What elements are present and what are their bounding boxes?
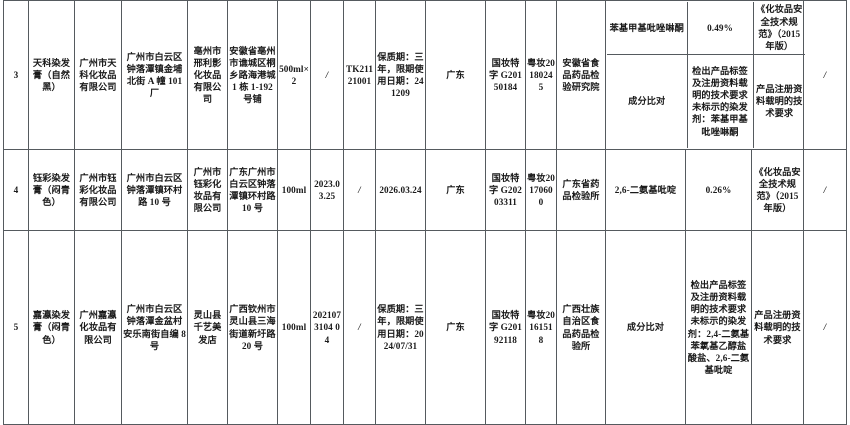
inspection-agency: 广东省药品检验所 xyxy=(556,149,606,231)
nonconforming-item: 成分比对 xyxy=(605,230,686,425)
standard-value: 产品注册资料载明的技术要求 xyxy=(751,230,804,425)
labeled-producer-address: 广州市白云区钟落潭金盆村安乐南街自编 8 号 xyxy=(121,230,188,425)
province: 广东 xyxy=(425,230,486,425)
production-date: 2023.03.25 xyxy=(310,149,344,231)
product-name: 嘉瀛染发膏（闷青色） xyxy=(28,230,75,425)
product-name: 钰彩染发膏（闷青色） xyxy=(28,149,75,231)
sampled-unit: 亳州市邢利影化妆品有限公司 xyxy=(187,0,228,150)
inspection-agency: 广西壮族自治区食品药品检验所 xyxy=(556,230,606,425)
record-number: 粤妆20180245 xyxy=(525,0,557,150)
remark: / xyxy=(802,230,848,425)
specification: 100ml xyxy=(277,149,311,231)
table-row: 5 嘉瀛染发膏（闷青色） 广州嘉瀛化妆品有限公司 广州市白云区钟落潭金盆村安乐南… xyxy=(3,230,848,425)
remark: / xyxy=(802,149,848,231)
sampled-unit: 广州市钰彩化妆品有限公司 xyxy=(187,149,228,231)
product-name: 天科染发膏（自然黑） xyxy=(28,0,75,150)
sampled-unit-address: 安徽省亳州市谯城区桐乡路海港城 1 栋 1-192 号铺 xyxy=(227,0,278,150)
province: 广东 xyxy=(425,0,486,150)
inspection-result: 检出产品标签及注册资料载明的技术要求未标示的染发剂：2,4-二氨基苯氧基乙醇盐酸… xyxy=(685,230,752,425)
inspection-result: 检出产品标签及注册资料载明的技术要求未标示的染发剂：苯基甲基吡唑啉酮 xyxy=(686,53,754,148)
record-number: 粤妆20161518 xyxy=(525,230,557,425)
approval-number: 国妆特字 G20150184 xyxy=(485,0,526,150)
split-result-group: 苯基甲基吡唑啉酮 0.49% 《化妆品安全技术规范》（2015 年版） 成分比对… xyxy=(605,0,805,150)
sampled-unit: 灵山县千艺美发店 xyxy=(187,230,228,425)
labeled-producer: 广州市钰彩化妆品有限公司 xyxy=(74,149,122,231)
batch-number: / xyxy=(343,149,376,231)
labeled-producer: 广州嘉瀛化妆品有限公司 xyxy=(74,230,122,425)
row-index: 3 xyxy=(3,0,29,150)
row-index: 4 xyxy=(3,149,29,231)
approval-number: 国妆特字 G20203311 xyxy=(485,149,526,231)
record-number: 粤妆20170600 xyxy=(525,149,557,231)
table-row: 4 钰彩染发膏（闷青色） 广州市钰彩化妆品有限公司 广州市白云区钟落潭镇环村路 … xyxy=(3,149,848,231)
nonconforming-item: 苯基甲基吡唑啉酮 xyxy=(607,2,688,55)
labeled-producer: 广州市天科化妆品有限公司 xyxy=(74,0,122,150)
nonconforming-item: 成分比对 xyxy=(607,53,688,148)
province: 广东 xyxy=(425,149,486,231)
approval-number: 国妆特字 G20192118 xyxy=(485,230,526,425)
labeled-producer-address: 广州市白云区钟落潭镇金埔北街 A 幢 101 厂 xyxy=(121,0,188,150)
table-subrow: 成分比对 检出产品标签及注册资料载明的技术要求未标示的染发剂：苯基甲基吡唑啉酮 … xyxy=(607,53,805,148)
standard-value: 产品注册资料载明的技术要求 xyxy=(752,53,805,148)
remark: / xyxy=(802,0,848,150)
inspection-results-table: 3 天科染发膏（自然黑） 广州市天科化妆品有限公司 广州市白云区钟落潭镇金埔北街… xyxy=(3,0,848,425)
specification: 500ml×2 xyxy=(277,0,311,150)
labeled-producer-address: 广州市白云区钟落潭镇环村路 10 号 xyxy=(121,149,188,231)
inspection-result: 0.49% xyxy=(686,2,754,55)
production-date: / xyxy=(310,0,344,150)
nonconforming-item: 2,6-二氨基吡啶 xyxy=(605,149,686,231)
batch-number: TK21121001 xyxy=(343,0,376,150)
sampled-unit-address: 广东广州市白云区钟落潭镇环村路 10 号 xyxy=(227,149,278,231)
batch-number: / xyxy=(343,230,376,425)
sampled-unit-address: 广西钦州市灵山县三海街道新圩路 20 号 xyxy=(227,230,278,425)
inspection-result: 0.26% xyxy=(685,149,752,231)
shelf-life: 保质期：三年，限期使用日期：2024/07/31 xyxy=(375,230,426,425)
production-date: 2021073104 04 xyxy=(310,230,344,425)
inspection-agency: 安徽省食品药品检验研究院 xyxy=(556,0,606,150)
shelf-life: 保质期：三年，限期使用日期：241209 xyxy=(375,0,426,150)
standard-value: 《化妆品安全技术规范》（2015 年版） xyxy=(752,2,805,55)
specification: 100ml xyxy=(277,230,311,425)
table-subrow: 苯基甲基吡唑啉酮 0.49% 《化妆品安全技术规范》（2015 年版） xyxy=(607,2,805,55)
table-row: 3 天科染发膏（自然黑） 广州市天科化妆品有限公司 广州市白云区钟落潭镇金埔北街… xyxy=(3,0,848,150)
shelf-life: 2026.03.24 xyxy=(375,149,426,231)
standard-value: 《化妆品安全技术规范》（2015 年版） xyxy=(751,149,804,231)
row-index: 5 xyxy=(3,230,29,425)
